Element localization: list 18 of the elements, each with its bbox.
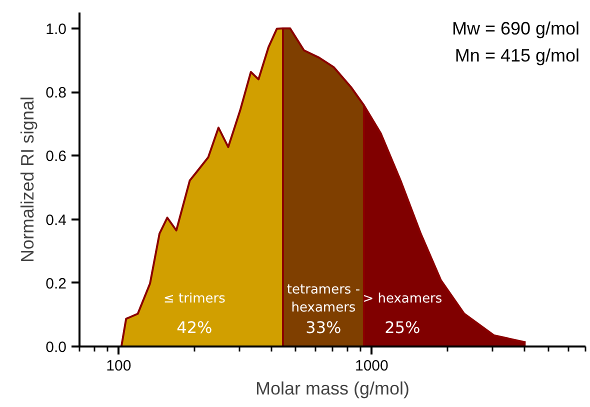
y-tick-label: 1.0 [46,20,67,38]
annotation: Mn = 415 g/mol [454,46,580,66]
y-tick-label: 0.8 [46,84,67,102]
y-tick-label: 0.6 [46,148,67,166]
annotation: 33% [306,318,342,337]
x-axis-title: Molar mass (g/mol) [255,378,410,398]
annotation: 42% [176,318,212,337]
series-label: > hexamers [362,291,442,306]
series-label: ≤ trimers [164,291,226,306]
annotation: 25% [384,318,420,337]
series-label: tetramers - hexamers [286,282,360,316]
y-tick-label: 0.4 [46,212,67,229]
x-tick-label: 1000 [355,358,388,374]
y-axis-title: Normalized RI signal [18,96,38,263]
x-tick-label: 100 [106,358,132,374]
y-tick-label: 0.2 [46,275,67,292]
y-tick-label: 0.0 [46,339,67,356]
annotation: Mw = 690 g/mol [452,18,580,38]
